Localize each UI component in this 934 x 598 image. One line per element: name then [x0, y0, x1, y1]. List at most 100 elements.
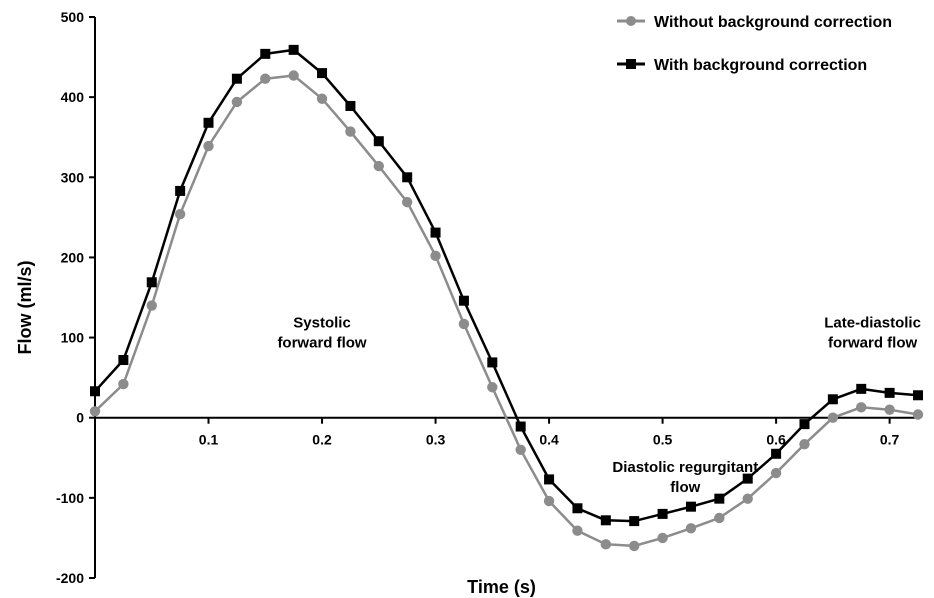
x-tick-label: 0.6 — [766, 432, 786, 448]
y-tick-label: 200 — [61, 249, 85, 265]
data-point-series-0 — [515, 444, 526, 455]
y-tick-label: 400 — [61, 89, 85, 105]
annotation-1: Diastolic regurgitant flow — [612, 459, 758, 496]
data-point-series-1 — [629, 516, 640, 527]
legend-label: With background correction — [654, 57, 867, 74]
data-point-series-1 — [657, 508, 668, 519]
data-point-series-0 — [146, 300, 157, 311]
annotation-line: Diastolic regurgitant — [612, 459, 758, 476]
data-point-series-1 — [799, 419, 810, 430]
data-point-series-0 — [543, 495, 555, 507]
annotation-line: forward flow — [277, 335, 366, 352]
data-point-series-0 — [118, 378, 129, 390]
data-point-series-0 — [856, 402, 867, 413]
data-point-series-0 — [487, 382, 498, 393]
data-point-series-1 — [430, 227, 441, 238]
legend-item-without-correction: Without background correction — [617, 14, 892, 31]
data-point-series-0 — [316, 93, 328, 104]
y-tick-label: -100 — [56, 490, 84, 506]
annotation-line: Late-diastolic — [824, 315, 921, 332]
data-point-series-1 — [203, 117, 214, 128]
data-point-series-0 — [572, 525, 583, 536]
data-point-series-0 — [884, 404, 895, 415]
data-point-series-0 — [288, 70, 299, 81]
data-point-series-1 — [487, 357, 498, 368]
annotation-group: Systolic forward flow Diastolic regurgitan… — [277, 315, 920, 496]
legend-swatch-marker — [626, 59, 636, 69]
annotation-line: flow — [670, 479, 700, 496]
data-point-series-0 — [600, 539, 612, 550]
x-axis-title: Time (s) — [467, 577, 536, 597]
annotation-2: Late-diastolic forward flow — [824, 315, 921, 352]
data-point-series-1 — [544, 474, 555, 485]
axes — [94, 17, 918, 578]
data-point-series-1 — [884, 387, 895, 398]
data-point-series-0 — [430, 250, 441, 262]
data-point-series-0 — [345, 126, 356, 137]
y-tick-label: 100 — [61, 330, 85, 346]
y-tick-label: -200 — [56, 570, 84, 586]
data-point-series-1 — [402, 172, 413, 183]
y-tick-label: 500 — [61, 9, 85, 25]
data-point-series-1 — [260, 48, 271, 59]
data-point-series-1 — [714, 493, 725, 504]
annotation-line: Systolic — [293, 315, 351, 332]
x-tick-label: 0.4 — [539, 432, 559, 448]
data-point-series-0 — [89, 406, 101, 417]
legend-item-with-correction: With background correction — [617, 57, 867, 74]
data-point-series-0 — [260, 73, 271, 84]
data-point-series-1 — [827, 394, 838, 405]
data-point-series-0 — [401, 196, 413, 208]
data-point-series-1 — [913, 390, 923, 401]
data-point-series-1 — [742, 473, 753, 484]
data-point-series-1 — [175, 185, 186, 196]
series-lines — [94, 48, 919, 548]
annotation-0: Systolic forward flow — [277, 315, 366, 352]
data-point-series-0 — [827, 412, 839, 423]
data-point-series-1 — [317, 68, 328, 79]
data-point-series-1 — [345, 100, 356, 111]
data-point-series-1 — [90, 386, 100, 397]
data-point-series-0 — [629, 540, 640, 552]
data-point-series-1 — [572, 503, 583, 514]
tick-group: -200 -100 0 100 200 300 400 500 0.1 0.2 0.3 0.4 0.5 0… — [56, 9, 900, 586]
data-point-series-0 — [770, 467, 782, 479]
x-tick-label: 0.7 — [880, 432, 900, 448]
legend: Without background correction With backg… — [617, 14, 892, 74]
data-point-series-1 — [118, 355, 129, 366]
y-tick-label: 300 — [61, 169, 85, 185]
data-point-series-0 — [912, 409, 924, 420]
series-line-1 — [94, 48, 919, 523]
data-point-series-0 — [458, 318, 470, 330]
data-point-series-1 — [856, 383, 867, 394]
data-point-series-0 — [657, 532, 668, 544]
data-point-series-0 — [231, 96, 243, 108]
data-point-series-1 — [771, 448, 782, 459]
y-axis-title: Flow (ml/s) — [15, 260, 35, 354]
data-point-series-0 — [373, 160, 384, 172]
data-point-series-1 — [458, 295, 469, 306]
data-point-series-0 — [799, 438, 810, 450]
data-point-series-0 — [174, 208, 186, 220]
data-point-series-1 — [146, 277, 157, 288]
legend-swatch-marker — [626, 16, 636, 26]
x-tick-label: 0.2 — [312, 432, 332, 448]
annotation-line: forward flow — [828, 335, 917, 352]
data-point-series-0 — [714, 512, 725, 524]
data-point-series-1 — [515, 421, 526, 432]
data-point-series-0 — [685, 523, 697, 534]
data-point-series-1 — [288, 44, 299, 55]
x-tick-label: 0.1 — [199, 432, 219, 448]
legend-label: Without background correction — [654, 14, 892, 31]
data-point-series-0 — [742, 493, 753, 504]
data-point-series-0 — [203, 140, 214, 152]
data-point-series-1 — [685, 501, 696, 512]
x-tick-label: 0.3 — [426, 432, 446, 448]
y-tick-label: 0 — [76, 410, 84, 426]
series-markers — [89, 44, 924, 552]
data-point-series-1 — [600, 515, 611, 526]
data-point-series-1 — [373, 136, 384, 147]
series-line-0 — [94, 74, 919, 548]
x-tick-label: 0.5 — [653, 432, 673, 448]
